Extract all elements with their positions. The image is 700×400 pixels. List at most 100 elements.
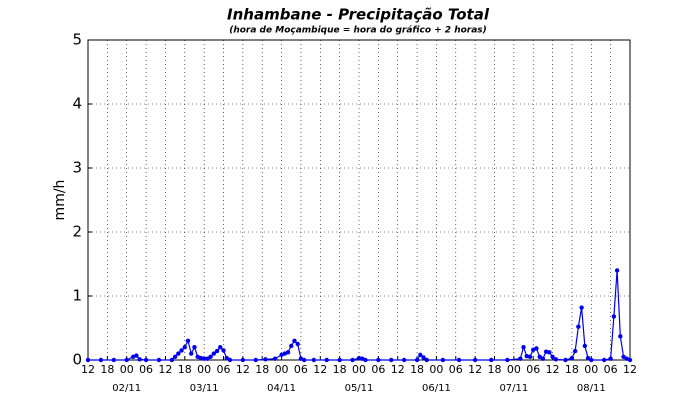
x-tick-label: 00 — [197, 363, 211, 376]
data-point — [137, 357, 142, 362]
data-point — [618, 334, 623, 339]
data-point — [505, 357, 510, 363]
data-point — [418, 352, 423, 358]
data-point — [292, 338, 297, 343]
data-line — [88, 270, 631, 361]
data-point — [311, 357, 317, 363]
date-label: 08/11 — [577, 383, 606, 394]
data-point — [253, 357, 258, 363]
x-tick-label: 06 — [217, 363, 231, 376]
y-axis-label: mm/h — [52, 180, 68, 221]
x-tick-label: 12 — [236, 363, 250, 376]
x-tick-label: 06 — [526, 363, 540, 376]
data-point — [350, 357, 355, 363]
data-point — [440, 357, 446, 363]
x-tick-label: 12 — [623, 363, 637, 376]
data-point — [608, 356, 613, 361]
date-label: 07/11 — [499, 383, 528, 394]
data-point — [337, 357, 342, 363]
data-point — [211, 351, 217, 356]
data-point — [414, 357, 420, 363]
x-tick-label: 06 — [604, 363, 618, 376]
data-point — [179, 348, 184, 353]
data-point — [572, 348, 578, 354]
date-label: 03/11 — [190, 383, 219, 394]
date-label: 06/11 — [422, 383, 451, 394]
x-tick-label: 12 — [81, 363, 95, 376]
data-point — [563, 357, 568, 363]
x-tick-label: 00 — [352, 363, 366, 376]
y-tick-label: 4 — [72, 95, 82, 113]
date-label: 04/11 — [267, 383, 296, 394]
x-tick-label: 00 — [120, 363, 134, 376]
date-label: 05/11 — [345, 383, 374, 394]
data-point — [98, 357, 104, 363]
data-point — [301, 357, 307, 363]
data-point — [285, 350, 291, 355]
data-point — [205, 356, 210, 361]
data-point — [611, 314, 617, 319]
data-point — [227, 357, 233, 363]
data-point — [601, 357, 607, 363]
data-point — [111, 357, 117, 363]
data-point — [389, 357, 394, 363]
x-tick-label: 18 — [410, 363, 424, 376]
data-point — [272, 356, 278, 361]
data-point — [550, 354, 555, 359]
data-point — [221, 348, 226, 353]
y-tick-label: 1 — [72, 287, 82, 305]
data-point — [579, 305, 584, 310]
x-tick-label: 12 — [546, 363, 560, 376]
data-point — [156, 357, 162, 363]
data-point — [192, 345, 197, 350]
data-point — [585, 355, 591, 361]
chart-subtitle: (hora de Moçambique = hora do gráfico + … — [229, 26, 487, 36]
chart-title: Inhambane - Precipitação Total — [227, 6, 490, 24]
x-tick-label: 12 — [313, 363, 327, 376]
data-point — [85, 357, 91, 363]
data-point — [456, 357, 462, 363]
data-point — [569, 355, 575, 361]
data-point — [547, 350, 552, 355]
data-point — [540, 356, 546, 361]
x-tick-label: 18 — [100, 363, 114, 376]
data-point — [401, 357, 407, 363]
data-point — [589, 357, 594, 363]
x-tick-label: 12 — [468, 363, 482, 376]
x-tick-label: 18 — [178, 363, 192, 376]
data-point — [124, 357, 129, 363]
y-tick-label: 3 — [72, 159, 82, 177]
x-tick-label: 18 — [255, 363, 269, 376]
data-point — [627, 357, 633, 363]
data-point — [534, 346, 539, 351]
data-point — [363, 357, 368, 363]
data-point — [324, 357, 329, 363]
x-tick-label: 18 — [333, 363, 347, 376]
x-tick-label: 00 — [584, 363, 598, 376]
y-tick-label: 5 — [72, 31, 82, 49]
data-point — [134, 353, 139, 358]
data-point — [537, 354, 542, 359]
data-point — [521, 345, 526, 350]
data-point — [189, 351, 194, 356]
y-tick-label: 2 — [72, 223, 82, 241]
data-point — [424, 357, 429, 363]
data-point — [489, 357, 494, 363]
x-tick-label: 18 — [565, 363, 579, 376]
data-point — [224, 355, 229, 361]
x-tick-label: 18 — [488, 363, 502, 376]
data-point — [614, 268, 620, 273]
data-point — [218, 345, 223, 350]
data-point — [201, 356, 207, 361]
data-point — [582, 343, 588, 349]
data-point — [208, 354, 213, 359]
data-point — [185, 338, 191, 343]
data-point — [576, 324, 581, 329]
data-point — [553, 357, 558, 362]
data-point — [376, 357, 381, 363]
x-tick-label: 00 — [507, 363, 521, 376]
data-point — [240, 357, 246, 363]
x-tick-label: 06 — [294, 363, 308, 376]
y-tick-label: 0 — [72, 351, 82, 369]
data-point — [621, 354, 626, 359]
